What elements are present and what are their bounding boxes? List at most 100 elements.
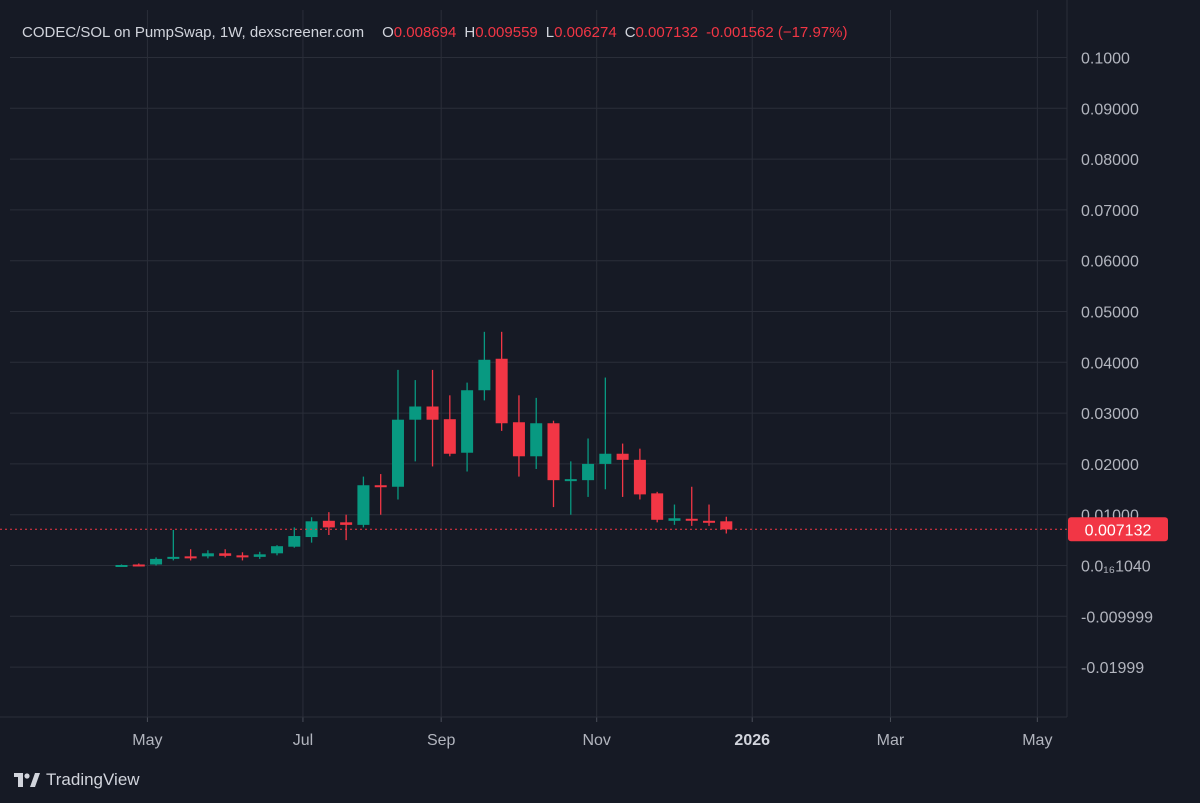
candle — [305, 517, 318, 543]
candle — [374, 474, 387, 515]
x-tick-label: May — [1022, 732, 1052, 749]
candle-body — [288, 536, 301, 547]
candle-body — [409, 406, 422, 420]
candle — [461, 382, 474, 472]
candle-body — [478, 359, 491, 391]
candle — [668, 504, 681, 525]
tradingview-logo-icon — [14, 773, 40, 787]
y-tick-label: 0.0₁₆1040 — [1081, 559, 1151, 576]
candle — [115, 564, 128, 567]
candle — [582, 438, 595, 497]
y-tick-label: 0.05000 — [1081, 305, 1139, 322]
candle — [633, 448, 646, 500]
open-value: 0.008694 — [393, 24, 457, 41]
low-label: L — [545, 24, 555, 41]
candle-body — [150, 558, 163, 565]
candle-body — [461, 390, 474, 453]
x-tick-label: 2026 — [734, 732, 770, 749]
high-value: 0.009559 — [475, 24, 538, 41]
candle-body — [374, 485, 387, 488]
last-price-marker: 0.007132 — [0, 517, 1168, 542]
candle — [426, 369, 439, 467]
y-tick-label: -0.01999 — [1081, 660, 1144, 677]
candle — [184, 549, 197, 561]
last-price-badge — [1068, 517, 1168, 542]
candle — [703, 504, 716, 526]
candle — [236, 552, 249, 561]
low-value: 0.006274 — [554, 24, 617, 41]
candle-body — [391, 419, 404, 487]
open-label: O — [382, 24, 394, 41]
change-value: -0.001562 (−17.97%) — [706, 24, 848, 41]
y-tick-label: 0.04000 — [1081, 355, 1139, 372]
axes: 0.1000 0.09000 0.08000 0.07000 0.06000 0.0500… — [0, 0, 1153, 749]
candle — [322, 512, 335, 536]
x-tick-label: Jul — [293, 732, 313, 749]
candle — [409, 380, 422, 462]
candle-body — [340, 522, 353, 525]
candle-body — [495, 358, 508, 424]
candle — [271, 545, 284, 556]
candle-body — [184, 556, 197, 559]
y-tick-label: 0.06000 — [1081, 254, 1139, 271]
y-tick-label: 0.03000 — [1081, 406, 1139, 423]
candle-body — [530, 423, 543, 457]
candle-body — [115, 564, 128, 567]
candle — [685, 486, 698, 526]
candle — [150, 557, 163, 566]
candle — [391, 369, 404, 500]
symbol-title: CODEC/SOL on PumpSwap, 1W, dexscreener.c… — [22, 24, 365, 41]
candle — [599, 377, 612, 490]
candle — [201, 550, 214, 559]
candle — [651, 491, 664, 523]
y-tick-label: 0.02000 — [1081, 457, 1139, 474]
candle-body — [167, 556, 180, 559]
brand-name: TradingView — [46, 770, 140, 789]
candles — [115, 331, 733, 567]
candle — [547, 420, 560, 508]
y-tick-label: 0.07000 — [1081, 203, 1139, 220]
candle-body — [703, 520, 716, 523]
y-tick-label: 0.1000 — [1081, 51, 1130, 68]
candle-body — [426, 406, 439, 420]
chart-legend: CODEC/SOL on PumpSwap, 1W, dexscreener.c… — [22, 24, 847, 41]
candle — [478, 331, 491, 401]
candle-body — [651, 493, 664, 520]
candle-body — [236, 555, 249, 558]
candle — [443, 395, 456, 457]
candle-body — [599, 453, 612, 464]
candle — [512, 395, 525, 477]
high-label: H — [464, 24, 476, 41]
candle — [357, 476, 370, 528]
x-tick-label: Mar — [877, 732, 905, 749]
candle — [495, 331, 508, 431]
candle-body — [271, 546, 284, 554]
candle-body — [132, 564, 145, 567]
candle — [616, 443, 629, 497]
close-label: C — [624, 24, 636, 41]
candle — [253, 551, 266, 559]
candle — [132, 563, 145, 567]
candle — [219, 549, 232, 558]
candle-body — [720, 521, 733, 530]
candle-body — [616, 453, 629, 460]
y-tick-label: 0.08000 — [1081, 152, 1139, 169]
candle-body — [564, 479, 577, 482]
candle-body — [201, 553, 214, 557]
candle-body — [512, 422, 525, 457]
y-tick-label: -0.009999 — [1081, 609, 1153, 626]
candle-body — [547, 423, 560, 481]
y-tick-label: 0.09000 — [1081, 101, 1139, 118]
candle-body — [685, 518, 698, 521]
x-tick-label: Nov — [582, 732, 610, 749]
candle-body — [633, 459, 646, 495]
candle-body — [253, 554, 266, 557]
last-price-label: 0.007132 — [1085, 522, 1152, 539]
candle — [288, 527, 301, 548]
candle — [530, 397, 543, 469]
candle — [340, 514, 353, 541]
candle — [167, 529, 180, 561]
tradingview-brand[interactable]: TradingView — [14, 770, 140, 790]
candle-body — [219, 553, 232, 556]
